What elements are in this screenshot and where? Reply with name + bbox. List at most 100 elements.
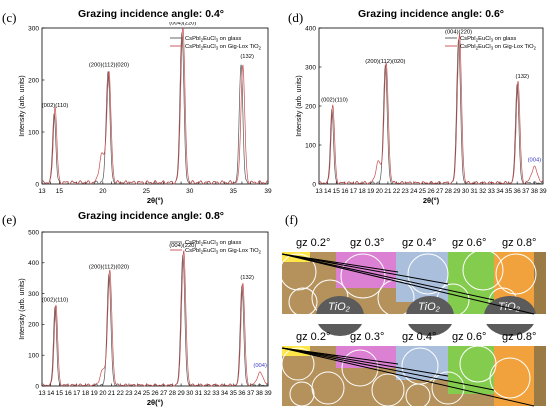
y-tick-label: 200	[28, 322, 39, 329]
gz-label: gz 0.2°	[296, 237, 330, 249]
gz-label: gz 0.6°	[452, 331, 486, 343]
x-tick-label: 39	[264, 390, 272, 397]
y-tick-label: 200	[28, 77, 39, 84]
panel-label-d: (d)	[288, 10, 304, 25]
x-tick-label: 30	[186, 188, 194, 195]
gz-label: gz 0.8°	[502, 331, 536, 343]
tio2-label: TiO₂	[498, 301, 521, 313]
x-tick-label: 35	[505, 188, 513, 195]
grazing-schematic: TiO₂ TiO₂ TiO₂ gz 0.2° gz 0.3° gz 0.4° g…	[278, 237, 550, 409]
legend-entry: CsPbI2EuCl3 on glass	[185, 240, 241, 246]
x-tick-label: 32	[204, 390, 212, 397]
x-tick-label: 39	[264, 188, 272, 195]
x-tick-label: 33	[488, 188, 496, 195]
zone-pink	[336, 346, 396, 368]
x-tick-label: 36	[238, 390, 246, 397]
y-tick-label: 0	[35, 181, 39, 188]
x-tick-label: 13	[38, 188, 46, 195]
y-tick-label: 300	[28, 291, 39, 298]
gz-label: gz 0.8°	[502, 237, 536, 249]
xrd-chart-d: 13 14 15 16 17 18 19 20 21 22 23 24 25 26 27 28 29 30 31 32…	[296, 25, 547, 205]
y-tick-label: 100	[28, 129, 39, 136]
xrd-chart-c: 13 15 20 25 30 35 39 0 100 200 300 2θ(°) Intensity (…	[19, 22, 272, 205]
x-tick-label: 38	[256, 390, 264, 397]
plot-frame	[318, 27, 544, 185]
y-tick-label: 500	[28, 229, 39, 236]
chart-title-e: Grazing incidence angle: 0.8°	[78, 210, 224, 222]
x-tick-label: 34	[221, 390, 229, 397]
y-tick-label: 0	[312, 181, 316, 188]
legend-entry: CsPbI2EuCl3 on glass	[460, 36, 516, 42]
x-axis-label: 2θ(°)	[147, 196, 164, 205]
x-tick-label: 29	[177, 390, 185, 397]
series-line-1	[318, 33, 544, 185]
peak-label: (132)	[240, 275, 254, 281]
x-tick-label: 34	[496, 188, 504, 195]
x-tick-label: 18	[358, 188, 366, 195]
x-tick-label: 28	[445, 188, 453, 195]
x-tick-label: 37	[522, 188, 530, 195]
gz-label: gz 0.6°	[452, 237, 486, 249]
x-tick-label: 21	[384, 188, 392, 195]
zone-edge	[534, 346, 546, 406]
x-tick-label: 35	[230, 188, 238, 195]
x-tick-label: 28	[169, 390, 177, 397]
peak-label: (002)(110)	[42, 297, 69, 303]
series-line-1	[41, 250, 269, 387]
chart-title-d: Grazing incidence angle: 0.6°	[358, 8, 504, 20]
peak-label: (200)(112)(020)	[365, 59, 405, 65]
panel-label-f: (f)	[285, 212, 298, 227]
x-tick-label: 24	[410, 188, 418, 195]
x-tick-label: 20	[99, 188, 107, 195]
peak-label: (004)	[528, 157, 542, 163]
x-tick-label: 19	[91, 390, 99, 397]
schematic-top: TiO₂ TiO₂ TiO₂ gz 0.2° gz 0.3° gz 0.4° g…	[278, 237, 550, 336]
x-axis-label: 2θ(°)	[147, 398, 164, 407]
x-tick-label: 18	[82, 390, 90, 397]
legend-entry: CsPbI2EuCl3 on Gig-Lox TiO2	[185, 44, 262, 50]
gz-label: gz 0.4°	[402, 237, 436, 249]
peak-label: (132)	[516, 74, 530, 80]
plot-frame	[41, 231, 269, 387]
y-tick-label: 0	[35, 383, 39, 390]
y-tick-label: 200	[305, 103, 316, 110]
x-tick-label: 23	[125, 390, 133, 397]
series-line-1	[41, 26, 269, 185]
x-tick-label: 30	[462, 188, 470, 195]
y-tick-label: 400	[28, 260, 39, 267]
peak-label: (200)(112)(020)	[89, 62, 129, 68]
x-tick-label: 20	[99, 390, 107, 397]
gz-label: gz 0.3°	[350, 237, 384, 249]
x-tick-label: 14	[324, 188, 332, 195]
y-tick-label: 300	[305, 64, 316, 71]
y-axis-label: Intensity (arb. units)	[19, 75, 26, 136]
x-tick-label: 39	[539, 188, 547, 195]
zone-orange	[494, 346, 534, 406]
x-tick-label: 22	[393, 188, 401, 195]
x-tick-label: 13	[315, 188, 323, 195]
x-tick-label: 37	[247, 390, 255, 397]
x-tick-label: 29	[453, 188, 461, 195]
x-tick-label: 16	[341, 188, 349, 195]
y-tick-label: 400	[305, 25, 316, 32]
y-axis-label: Intensity (arb. units)	[296, 75, 303, 136]
x-tick-label: 25	[143, 390, 151, 397]
gz-label: gz 0.3°	[350, 331, 384, 343]
x-tick-label: 25	[419, 188, 427, 195]
zone-blue	[396, 252, 448, 302]
x-tick-label: 14	[47, 390, 55, 397]
x-tick-label: 27	[160, 390, 168, 397]
plot-frame	[41, 27, 269, 185]
x-tick-label: 24	[134, 390, 142, 397]
peak-label: (004)(220)	[445, 29, 472, 35]
peak-label: (004)(220)	[169, 243, 196, 249]
legend-entry: CsPbI2EuCl3 on Gig-Lox TiO2	[185, 248, 262, 254]
x-tick-label: 17	[350, 188, 358, 195]
x-tick-label: 16	[64, 390, 72, 397]
legend-entry: CsPbI2EuCl3 on glass	[185, 36, 241, 42]
x-tick-label: 15	[333, 188, 341, 195]
peak-label: (132)	[240, 54, 254, 60]
x-tick-label: 26	[151, 390, 159, 397]
x-tick-label: 23	[402, 188, 410, 195]
tio2-label: TiO₂	[328, 301, 351, 313]
